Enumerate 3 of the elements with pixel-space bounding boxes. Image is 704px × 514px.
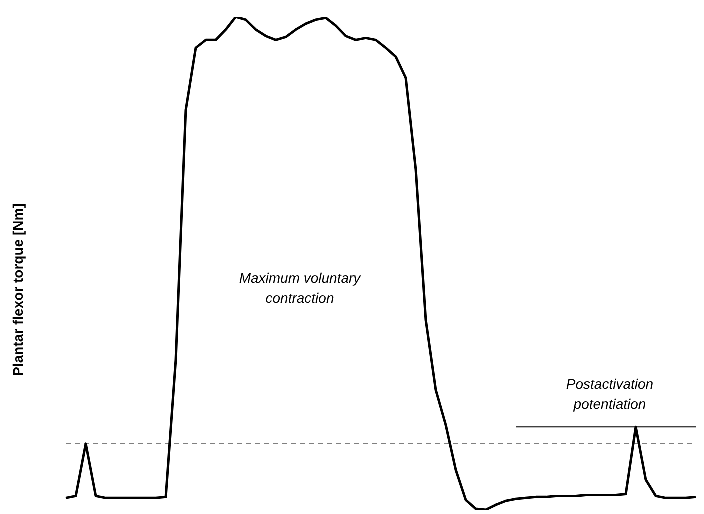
annotation: Postactivation potentiation bbox=[565, 375, 655, 414]
y-axis-title: Plantar flexor torque [Nm] bbox=[10, 204, 26, 376]
annotation: Maximum voluntary contraction bbox=[238, 269, 362, 308]
